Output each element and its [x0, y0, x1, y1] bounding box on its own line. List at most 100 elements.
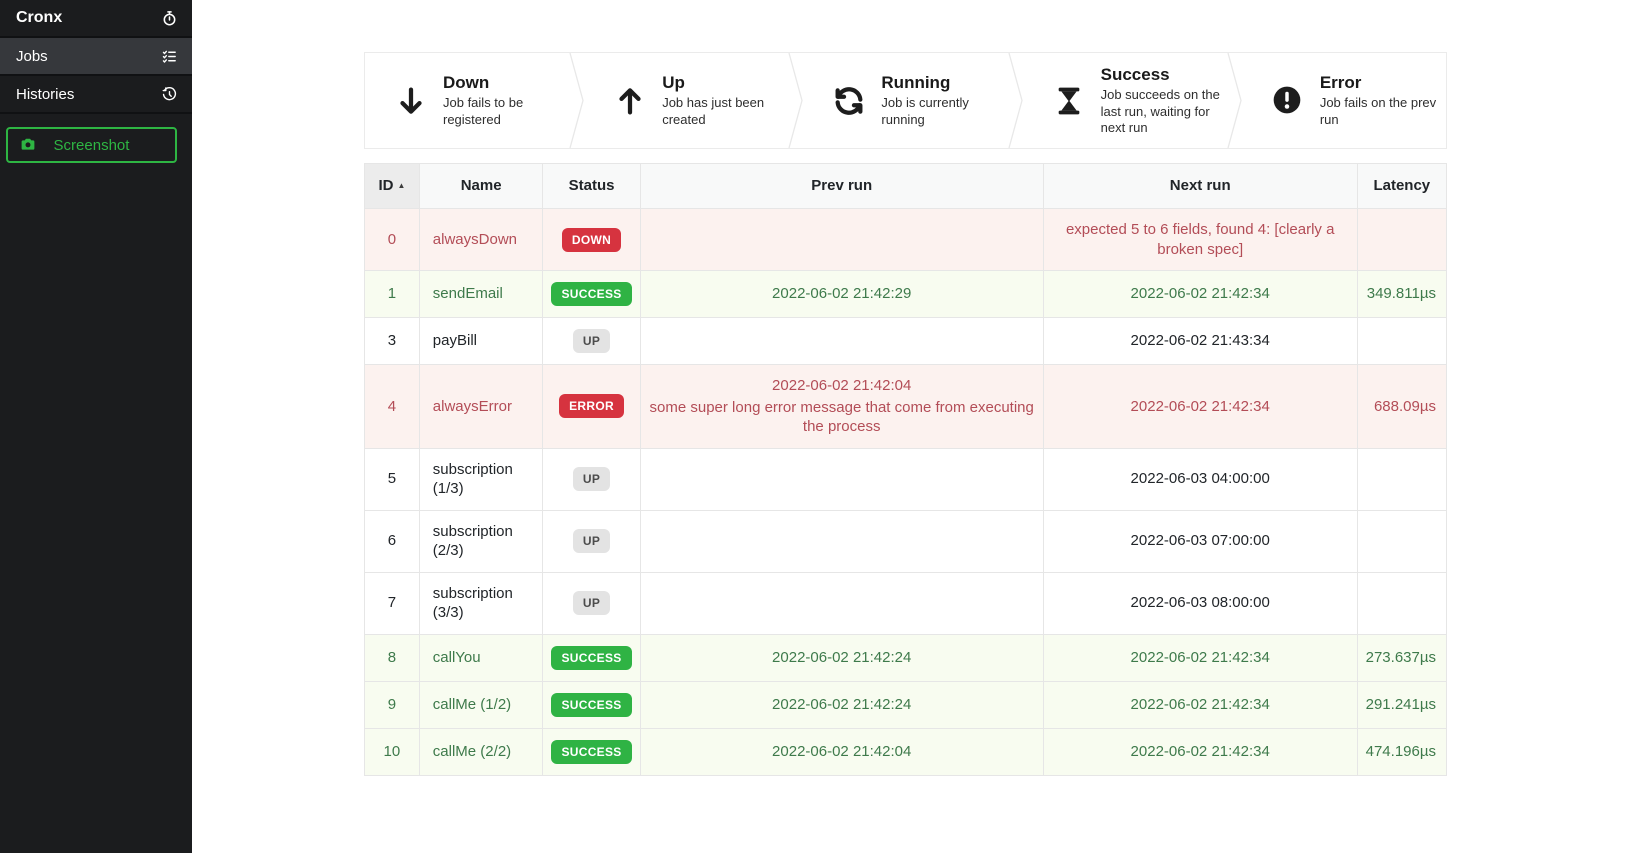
status-badge: ERROR	[559, 394, 624, 419]
job-latency: 349.811µs	[1356, 270, 1448, 318]
chevron-separator	[1007, 53, 1023, 148]
status-badge: SUCCESS	[551, 282, 632, 306]
legend-running: Running Job is currently running	[803, 53, 1007, 148]
job-name: callMe (2/2)	[418, 727, 544, 776]
status-badge: UP	[572, 467, 611, 491]
job-next-run: 2022-06-03 07:00:00	[1042, 509, 1358, 573]
job-id: 4	[364, 364, 420, 449]
legend-description: Job fails to be registered	[443, 95, 524, 127]
job-latency	[1356, 571, 1448, 635]
table-row[interactable]: 0 alwaysDown DOWN expected 5 to 6 fields…	[364, 208, 1448, 271]
refresh-icon	[832, 84, 866, 118]
column-header-prev-run[interactable]: Prev run	[639, 163, 1044, 209]
job-next-run: 2022-06-03 08:00:00	[1042, 571, 1358, 635]
job-status-cell: UP	[542, 571, 641, 635]
job-status-cell: SUCCESS	[542, 727, 641, 776]
table-row[interactable]: 1 sendEmail SUCCESS 2022-06-02 21:42:29 …	[364, 270, 1448, 318]
job-prev-run	[639, 317, 1044, 365]
legend-description: Job succeeds on the last run, waiting fo…	[1100, 87, 1220, 135]
prev-run-timestamp: 2022-06-02 21:42:04	[772, 377, 912, 394]
status-badge: SUCCESS	[551, 739, 632, 764]
status-badge: DOWN	[561, 227, 622, 252]
job-status-cell: SUCCESS	[542, 680, 641, 729]
job-prev-run	[639, 571, 1044, 635]
job-name: alwaysError	[418, 364, 544, 449]
table-row[interactable]: 8 callYou SUCCESS 2022-06-02 21:42:24 20…	[364, 633, 1448, 682]
table-row[interactable]: 5 subscription (1/3) UP 2022-06-03 04:00…	[364, 447, 1448, 511]
job-id: 3	[364, 317, 420, 365]
job-latency	[1356, 509, 1448, 573]
sort-asc-icon: ▲	[397, 181, 406, 191]
column-header-status[interactable]: Status	[542, 163, 641, 209]
job-name: sendEmail	[418, 270, 544, 318]
column-label: Next run	[1169, 177, 1231, 195]
legend-down: Down Job fails to be registered	[365, 53, 569, 148]
table-row[interactable]: 10 callMe (2/2) SUCCESS 2022-06-02 21:42…	[364, 727, 1448, 776]
arrow-down-icon	[394, 84, 428, 118]
job-status-cell: ERROR	[542, 364, 641, 449]
column-header-name[interactable]: Name	[418, 163, 544, 209]
job-next-run: 2022-06-02 21:42:34	[1042, 270, 1358, 318]
job-name: alwaysDown	[418, 208, 544, 271]
job-id: 1	[364, 270, 420, 318]
job-name: subscription (2/3)	[418, 509, 544, 573]
column-header-id[interactable]: ID ▲	[364, 163, 420, 209]
job-latency: 273.637µs	[1356, 633, 1448, 682]
legend-title: Running	[881, 73, 951, 93]
job-status-cell: DOWN	[542, 208, 641, 271]
sidebar-item-label: Jobs	[16, 47, 48, 65]
column-label: Prev run	[811, 177, 873, 195]
column-header-latency[interactable]: Latency	[1356, 163, 1448, 209]
legend-description: Job fails on the prev run	[1319, 95, 1437, 127]
sidebar: Cronx Jobs Histories Screensh	[0, 0, 192, 853]
app-title: Cronx	[16, 9, 63, 26]
job-status-cell: SUCCESS	[542, 633, 641, 682]
status-badge: UP	[572, 529, 611, 553]
job-next-run: 2022-06-02 21:42:34	[1042, 633, 1358, 682]
hourglass-icon	[1052, 84, 1086, 118]
stopwatch-icon	[161, 10, 178, 27]
column-header-next-run[interactable]: Next run	[1042, 163, 1358, 209]
arrow-up-icon	[613, 84, 647, 118]
status-badge: UP	[572, 329, 611, 353]
job-name: callMe (1/2)	[418, 680, 544, 729]
job-name: callYou	[418, 633, 544, 682]
table-row[interactable]: 4 alwaysError ERROR 2022-06-02 21:42:04 …	[364, 364, 1448, 449]
job-status-cell: SUCCESS	[542, 270, 641, 318]
jobs-table: ID ▲ Name Status Prev run Next run Latenc…	[364, 163, 1448, 776]
table-row[interactable]: 6 subscription (2/3) UP 2022-06-03 07:00…	[364, 509, 1448, 573]
job-next-run: 2022-06-02 21:42:34	[1042, 364, 1358, 449]
chevron-separator	[569, 53, 584, 148]
job-next-run: 2022-06-03 04:00:00	[1042, 447, 1358, 511]
job-status-cell: UP	[542, 317, 641, 365]
status-badge: UP	[572, 591, 611, 615]
column-label: ID	[378, 177, 394, 195]
list-check-icon	[161, 48, 178, 65]
sidebar-item-histories[interactable]: Histories	[0, 76, 192, 114]
chevron-separator	[788, 53, 804, 148]
job-latency	[1356, 208, 1448, 271]
column-label: Latency	[1373, 177, 1431, 195]
table-row[interactable]: 9 callMe (1/2) SUCCESS 2022-06-02 21:42:…	[364, 680, 1448, 729]
app-brand: Cronx	[0, 0, 192, 38]
legend-description: Job has just been created	[662, 95, 765, 127]
legend-title: Error	[1319, 73, 1362, 93]
job-prev-run: 2022-06-02 21:42:24	[639, 680, 1044, 729]
prev-run-error-message: some super long error message that come …	[649, 398, 1034, 436]
table-row[interactable]: 3 payBill UP 2022-06-02 21:43:34	[364, 317, 1448, 365]
table-row[interactable]: 7 subscription (3/3) UP 2022-06-03 08:00…	[364, 571, 1448, 635]
job-next-run: 2022-06-02 21:42:34	[1042, 680, 1358, 729]
job-id: 8	[364, 633, 420, 682]
job-status-cell: UP	[542, 509, 641, 573]
sidebar-item-jobs[interactable]: Jobs	[0, 38, 192, 76]
job-id: 7	[364, 571, 420, 635]
job-prev-run	[639, 447, 1044, 511]
job-next-run: expected 5 to 6 fields, found 4: [clearl…	[1042, 208, 1358, 271]
job-id: 5	[364, 447, 420, 511]
job-status-cell: UP	[542, 447, 641, 511]
screenshot-button-label: Screenshot	[53, 136, 130, 154]
job-id: 0	[364, 208, 420, 271]
main-area: Down Job fails to be registered Up Job h…	[192, 52, 1631, 776]
job-latency	[1356, 447, 1448, 511]
screenshot-button[interactable]: Screenshot	[6, 127, 177, 163]
